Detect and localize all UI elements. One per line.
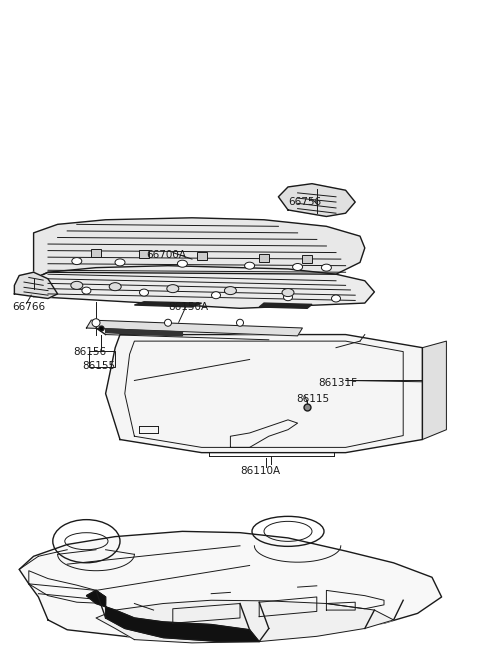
Polygon shape xyxy=(106,335,422,453)
Bar xyxy=(302,255,312,263)
Ellipse shape xyxy=(293,264,302,270)
Ellipse shape xyxy=(322,264,331,271)
Polygon shape xyxy=(96,600,394,643)
Text: 86150A: 86150A xyxy=(168,302,208,312)
Bar xyxy=(91,249,101,256)
Ellipse shape xyxy=(92,319,100,327)
Ellipse shape xyxy=(332,295,340,302)
Text: 86115: 86115 xyxy=(297,394,330,404)
Ellipse shape xyxy=(82,287,91,294)
Text: 66766: 66766 xyxy=(12,302,45,312)
Polygon shape xyxy=(259,303,312,308)
Polygon shape xyxy=(34,266,374,308)
Ellipse shape xyxy=(115,259,125,266)
Ellipse shape xyxy=(224,287,236,295)
Ellipse shape xyxy=(282,289,294,297)
Ellipse shape xyxy=(237,319,243,326)
Polygon shape xyxy=(14,272,58,298)
Ellipse shape xyxy=(109,283,121,291)
Text: 86155: 86155 xyxy=(83,361,116,371)
Ellipse shape xyxy=(212,292,220,298)
Polygon shape xyxy=(278,184,355,216)
Bar xyxy=(89,351,115,367)
Polygon shape xyxy=(422,341,446,440)
Ellipse shape xyxy=(178,260,187,267)
Ellipse shape xyxy=(72,258,82,264)
Polygon shape xyxy=(86,590,259,642)
Ellipse shape xyxy=(245,262,254,269)
Polygon shape xyxy=(34,218,365,279)
Ellipse shape xyxy=(167,285,179,293)
Polygon shape xyxy=(86,320,302,336)
Bar xyxy=(197,252,206,260)
Polygon shape xyxy=(19,531,442,642)
Text: 66756: 66756 xyxy=(288,197,321,207)
Polygon shape xyxy=(134,302,202,307)
Ellipse shape xyxy=(284,294,292,300)
Bar xyxy=(139,250,149,258)
Text: 86156: 86156 xyxy=(73,347,106,358)
Bar xyxy=(259,254,269,262)
Text: 66700A: 66700A xyxy=(146,249,186,260)
Ellipse shape xyxy=(165,319,171,326)
Ellipse shape xyxy=(71,281,83,289)
Polygon shape xyxy=(106,329,182,336)
Text: 86110A: 86110A xyxy=(240,466,280,476)
Ellipse shape xyxy=(140,289,148,296)
Text: 86131F: 86131F xyxy=(319,378,358,388)
